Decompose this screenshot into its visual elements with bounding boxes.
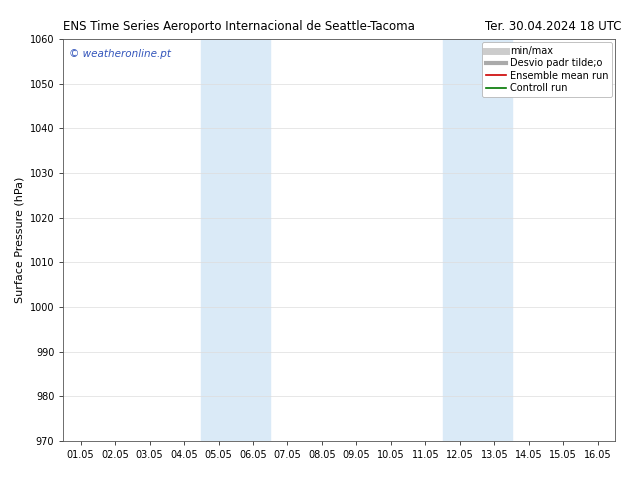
Text: © weatheronline.pt: © weatheronline.pt [69, 49, 171, 59]
Bar [443, 39, 512, 441]
Legend: min/max, Desvio padr tilde;o, Ensemble mean run, Controll run: min/max, Desvio padr tilde;o, Ensemble m… [482, 42, 612, 97]
Bar [202, 39, 270, 441]
Text: ENS Time Series Aeroporto Internacional de Seattle-Tacoma: ENS Time Series Aeroporto Internacional … [63, 20, 415, 33]
Y-axis label: Surface Pressure (hPa): Surface Pressure (hPa) [14, 177, 24, 303]
Text: Ter. 30.04.2024 18 UTC: Ter. 30.04.2024 18 UTC [485, 20, 621, 33]
